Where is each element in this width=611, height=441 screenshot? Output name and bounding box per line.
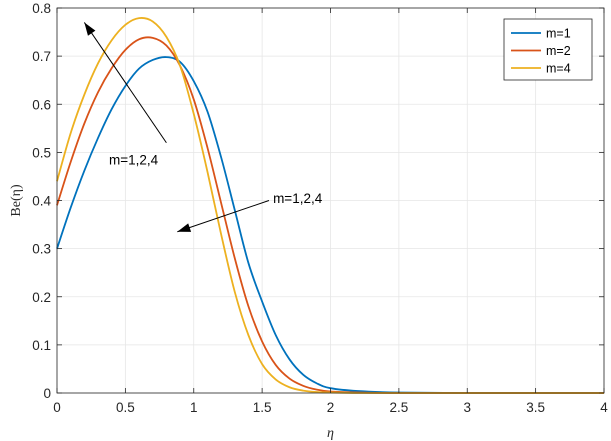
arrow-head [177, 223, 192, 232]
legend-item: m=1 [511, 27, 571, 41]
annotation-text-1: m=1,2,4 [109, 152, 159, 167]
legend-box [503, 18, 593, 81]
x-tick-label: 1.5 [253, 400, 272, 415]
annotation-arrow-1 [83, 22, 167, 144]
annotation-text-2: m=1,2,4 [273, 191, 323, 206]
x-tick-label: 3 [463, 400, 471, 415]
y-tick-label: 0.5 [32, 145, 51, 160]
legend-label: m=1 [546, 27, 571, 41]
y-tick-label: 0.7 [32, 49, 51, 64]
x-tick-label: 2.5 [389, 400, 408, 415]
legend-item: m=2 [511, 44, 571, 58]
x-tick-label: 1 [190, 400, 198, 415]
x-tick-label: 0 [53, 400, 61, 415]
series-line-m-1 [56, 56, 604, 394]
y-tick-label: 0.2 [32, 290, 51, 305]
y-tick-label: 0.6 [32, 97, 51, 112]
y-axis-label: Be(η) [9, 184, 24, 217]
y-tick-label: 0.4 [32, 194, 51, 209]
legend-item: m=4 [511, 62, 571, 76]
arrow-shaft [83, 22, 167, 144]
legend-label: m=4 [546, 62, 571, 76]
x-tick-label: 2 [327, 400, 335, 415]
y-tick-label: 0.3 [32, 242, 51, 257]
ticks [56, 7, 605, 394]
annotation-arrow-2 [177, 200, 270, 233]
x-tick-label: 4 [600, 400, 608, 415]
y-tick-label: 0.8 [32, 1, 51, 16]
annotations: m=1,2,4 m=1,2,4 [83, 22, 323, 233]
tick-labels: 0 0.5 1 1.5 2 2.5 3 3.5 4 0 0.1 0.2 0.3 0.4 0.5 0.6 0.7 0… [32, 1, 608, 415]
arrow-head [84, 22, 96, 36]
x-tick-label: 3.5 [526, 400, 545, 415]
legend: m=1 m=2 m=4 [503, 18, 593, 81]
y-tick-label: 0 [43, 386, 51, 401]
arrow-shaft [177, 200, 270, 233]
legend-label: m=2 [546, 44, 571, 58]
x-tick-label: 0.5 [116, 400, 135, 415]
x-axis-label: η [327, 426, 334, 441]
y-tick-label: 0.1 [32, 338, 51, 353]
